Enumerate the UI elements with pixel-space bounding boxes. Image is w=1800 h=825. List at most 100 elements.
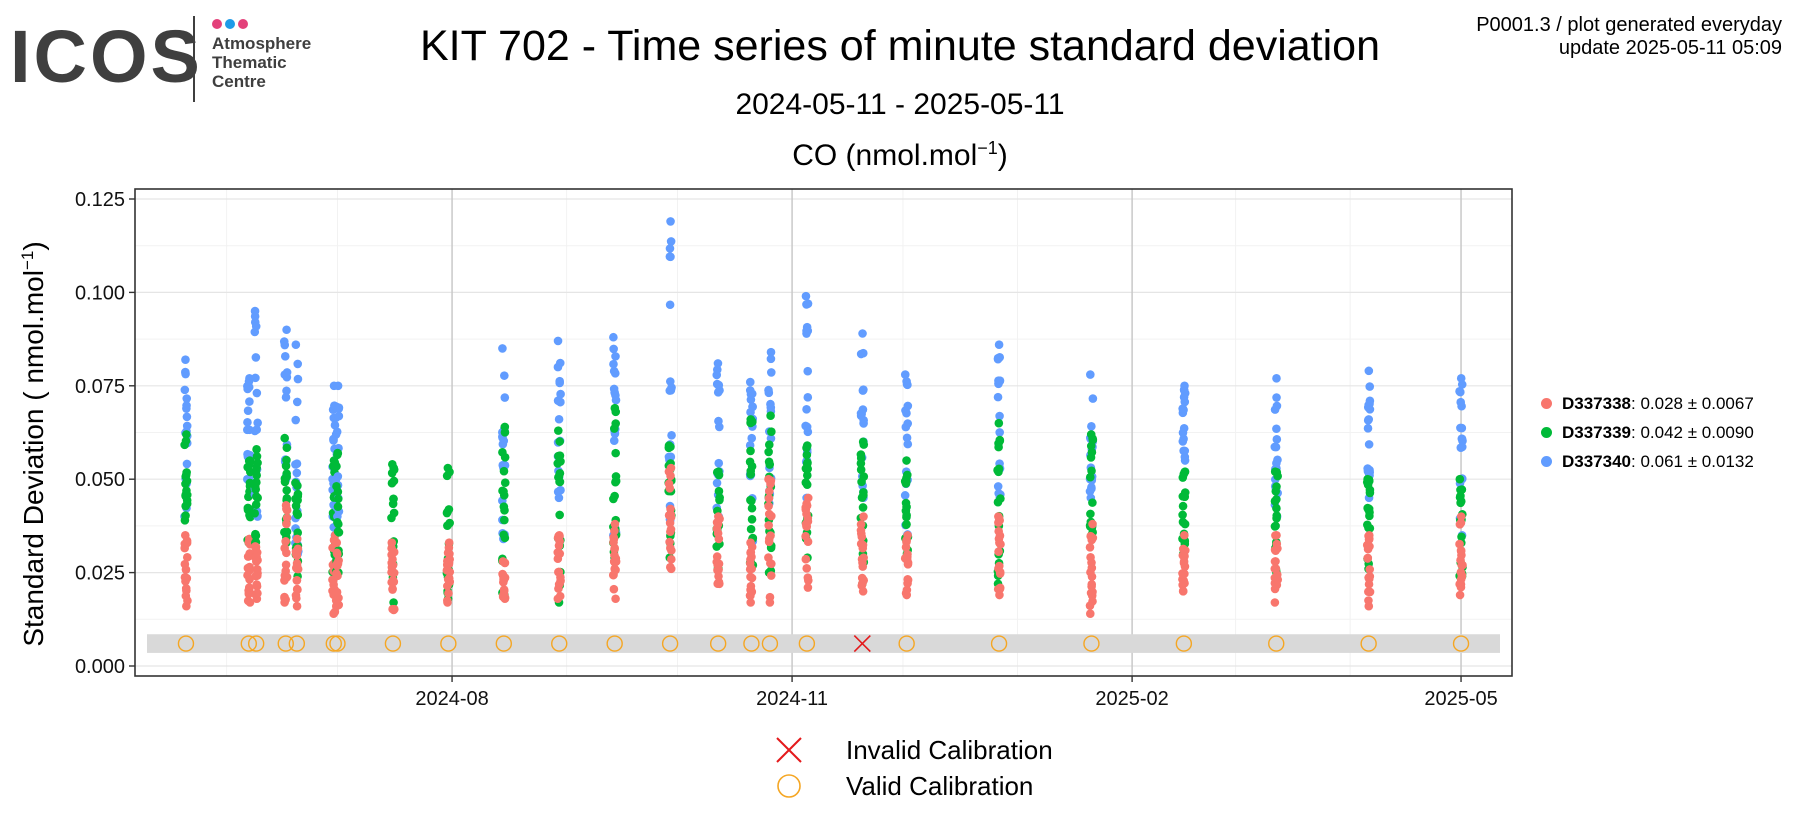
data-point (666, 555, 676, 564)
data-point (746, 598, 755, 607)
data-point (858, 503, 868, 512)
calibration-legend: Invalid Calibration Valid Calibration (770, 732, 1053, 804)
data-point (1456, 546, 1466, 555)
data-point (1087, 422, 1096, 431)
data-point (252, 470, 261, 480)
data-point (443, 463, 453, 473)
data-point (251, 500, 261, 509)
data-point (1363, 416, 1373, 425)
data-point (801, 554, 811, 564)
data-point (1085, 542, 1095, 552)
data-point (766, 347, 776, 357)
data-point (1364, 440, 1374, 449)
data-point (498, 344, 507, 353)
data-point (332, 548, 342, 558)
data-point (714, 512, 723, 521)
data-point (282, 486, 292, 495)
y-tick-label: 0.125 (75, 189, 125, 211)
data-point (995, 538, 1004, 548)
data-point (858, 540, 868, 550)
data-point (610, 424, 619, 433)
data-point (553, 459, 563, 468)
logo-dot (225, 19, 235, 29)
data-point (1272, 424, 1281, 434)
data-point (994, 561, 1004, 571)
data-point (714, 416, 723, 426)
data-point (802, 405, 811, 414)
data-point (1272, 393, 1281, 402)
data-point (282, 443, 292, 453)
date-range: 2024-05-11 - 2025-05-11 (735, 88, 1065, 121)
data-point (1456, 374, 1466, 383)
data-point (182, 421, 192, 431)
data-point (1178, 570, 1188, 579)
data-point (555, 376, 564, 386)
data-point (1270, 564, 1280, 574)
data-point (499, 575, 509, 585)
valid-calibration-marker (1452, 635, 1470, 652)
data-point (1455, 387, 1465, 397)
data-point (666, 543, 675, 553)
data-point (1086, 567, 1095, 577)
data-point (610, 564, 619, 574)
data-point (242, 425, 252, 435)
data-point (1088, 498, 1097, 507)
data-point (901, 542, 911, 552)
legend-name: D337340 (1562, 451, 1632, 471)
data-point (498, 439, 508, 449)
data-point (856, 520, 866, 529)
data-point (764, 388, 774, 398)
data-point (1457, 572, 1467, 582)
valid-calibration-marker (247, 635, 265, 652)
data-point (801, 291, 811, 301)
data-point (292, 534, 302, 544)
valid-calibration-marker (798, 635, 816, 652)
data-point (766, 368, 776, 377)
data-point (333, 448, 342, 458)
data-point (900, 491, 910, 500)
meta-update-time: update 2025-05-11 05:09 (1558, 37, 1782, 59)
data-point (180, 559, 190, 569)
data-point (253, 564, 262, 574)
data-point (666, 217, 675, 226)
data-point (1085, 609, 1095, 618)
data-point (1363, 424, 1373, 433)
data-point (666, 452, 676, 462)
valid-calibration-marker (1175, 635, 1193, 652)
data-point (746, 415, 756, 424)
data-point (181, 369, 190, 379)
data-point (995, 411, 1004, 421)
data-point (332, 482, 341, 491)
data-point (1180, 467, 1190, 477)
data-point (901, 498, 911, 508)
data-point (802, 471, 812, 480)
data-point (609, 533, 618, 542)
data-point (765, 592, 775, 602)
data-point (500, 371, 509, 380)
legend-dot-icon (1541, 427, 1552, 438)
data-point (1457, 401, 1466, 411)
data-point (332, 587, 342, 597)
data-point (442, 471, 452, 481)
data-point (665, 244, 675, 253)
data-point (712, 370, 722, 380)
data-point (1455, 590, 1465, 600)
valid-calibration-marker (990, 635, 1008, 652)
x-tick-label: 2025-05 (1424, 688, 1497, 710)
data-point (610, 550, 619, 560)
data-point (387, 513, 396, 523)
data-point (1270, 442, 1280, 452)
data-point (500, 478, 510, 488)
data-point (252, 452, 262, 461)
data-point (858, 558, 867, 568)
data-point (1270, 584, 1280, 594)
data-point (1180, 381, 1189, 391)
data-point (291, 340, 301, 350)
data-point (1272, 530, 1281, 540)
data-point (332, 560, 342, 569)
data-point (444, 558, 454, 567)
data-point (281, 501, 291, 510)
invalid-calibration-label: Invalid Calibration (846, 734, 1053, 765)
data-point (280, 352, 290, 361)
